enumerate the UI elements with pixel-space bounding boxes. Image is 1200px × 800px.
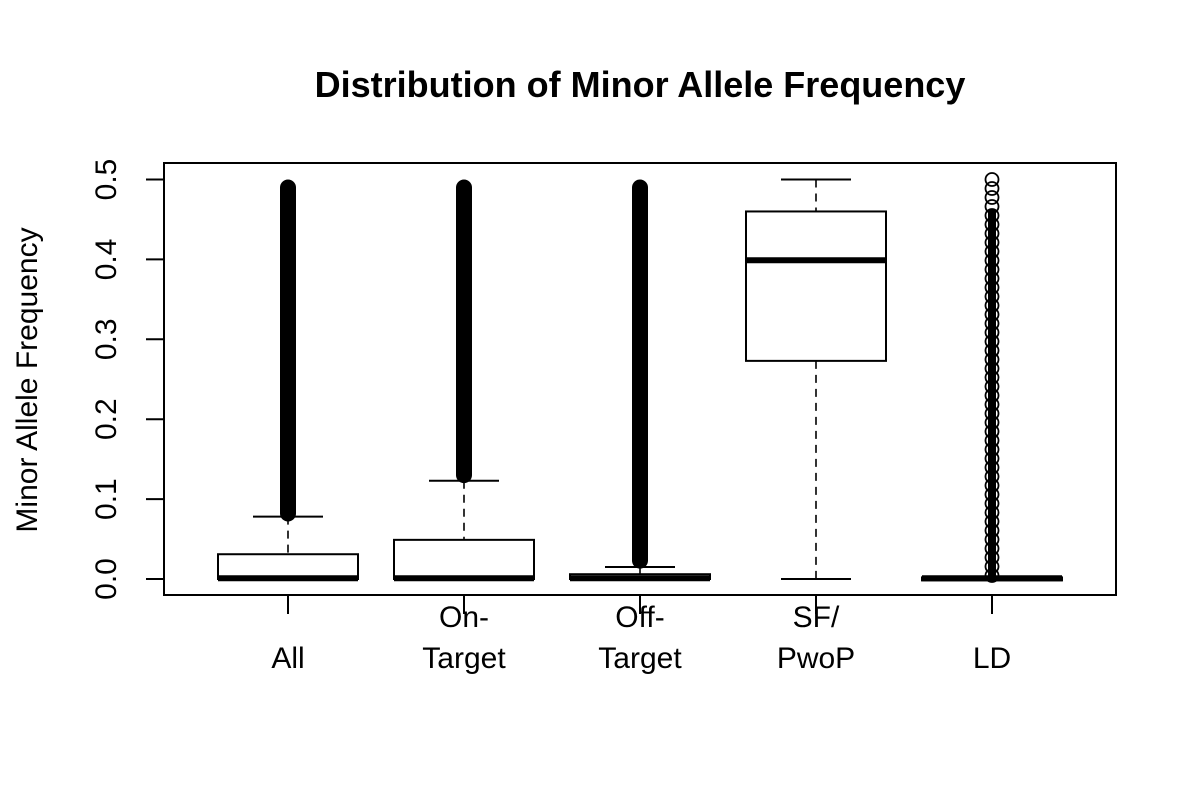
box — [745, 210, 887, 362]
outlier-point — [984, 325, 1000, 340]
outlier-point — [984, 379, 1000, 394]
x-tick-label: Off- — [615, 601, 664, 634]
y-tick-label: 0.0 — [90, 558, 123, 600]
y-tick-label: 0.2 — [90, 398, 123, 440]
outlier-point — [984, 307, 1000, 322]
outlier-point — [984, 559, 1000, 574]
outlier-column — [456, 179, 472, 484]
box — [217, 553, 359, 581]
outlier-point — [984, 442, 1000, 457]
outlier-point — [984, 433, 1000, 448]
outlier-point — [984, 532, 1000, 547]
outlier-point — [984, 208, 1000, 223]
outlier-point — [984, 370, 1000, 385]
boxes — [217, 172, 1063, 583]
outlier-point — [984, 541, 1000, 556]
y-axis-label: Minor Allele Frequency — [11, 227, 44, 532]
chart-title: Distribution of Minor Allele Frequency — [315, 64, 966, 105]
outlier-point — [984, 298, 1000, 313]
y-tick-label: 0.1 — [90, 478, 123, 520]
outlier-column — [988, 209, 996, 579]
box-group — [393, 179, 535, 582]
outlier-point — [984, 469, 1000, 484]
outlier-point — [984, 334, 1000, 349]
outlier-point — [984, 523, 1000, 538]
outlier-point — [984, 460, 1000, 475]
outlier-column — [280, 179, 296, 522]
outlier-point — [984, 244, 1000, 259]
outlier-point — [984, 280, 1000, 295]
outlier-point — [984, 253, 1000, 268]
x-tick-label: Target — [422, 642, 506, 675]
x-tick-label: LD — [973, 642, 1011, 675]
x-tick-label: PwoP — [777, 642, 855, 675]
outlier-point — [984, 271, 1000, 286]
outlier-point — [984, 316, 1000, 331]
x-tick-label: On- — [439, 601, 489, 634]
outlier-point — [984, 478, 1000, 493]
box-group — [217, 179, 359, 582]
outlier-point — [984, 514, 1000, 529]
outlier-point — [984, 190, 1000, 205]
outlier-point — [984, 235, 1000, 250]
outlier-point — [984, 262, 1000, 277]
outlier-point — [984, 226, 1000, 241]
outlier-point — [984, 451, 1000, 466]
y-tick-label: 0.4 — [90, 239, 123, 281]
outlier-point — [984, 496, 1000, 511]
outlier-point — [984, 343, 1000, 358]
outlier-point — [984, 415, 1000, 430]
y-axis: 0.0 0.1 0.2 0.3 0.4 0.5 — [90, 159, 165, 600]
x-tick-label: All — [271, 642, 304, 675]
outlier-column — [632, 179, 648, 569]
outlier-point — [984, 361, 1000, 376]
outlier-point — [984, 550, 1000, 565]
box-group — [745, 178, 887, 580]
outlier-point — [984, 406, 1000, 421]
outlier-point — [984, 289, 1000, 304]
outlier-point — [984, 217, 1000, 232]
outlier-point — [984, 397, 1000, 412]
outlier-point — [984, 487, 1000, 502]
box-group — [921, 172, 1063, 583]
x-tick-label: Target — [598, 642, 682, 675]
y-tick-label: 0.3 — [90, 318, 123, 360]
y-tick-label: 0.5 — [90, 159, 123, 201]
outlier-point — [984, 424, 1000, 439]
box-group — [569, 179, 711, 582]
outlier-point — [984, 352, 1000, 367]
outlier-point — [984, 505, 1000, 520]
x-axis: All On- Target Off- Target SF/PwoP LD — [271, 595, 1011, 675]
outlier-point — [984, 181, 1000, 196]
outlier-point — [984, 388, 1000, 403]
outlier-point — [984, 172, 1000, 187]
x-tick-label: SF/ — [793, 601, 840, 634]
box — [393, 538, 535, 580]
outlier-point — [984, 199, 1000, 214]
